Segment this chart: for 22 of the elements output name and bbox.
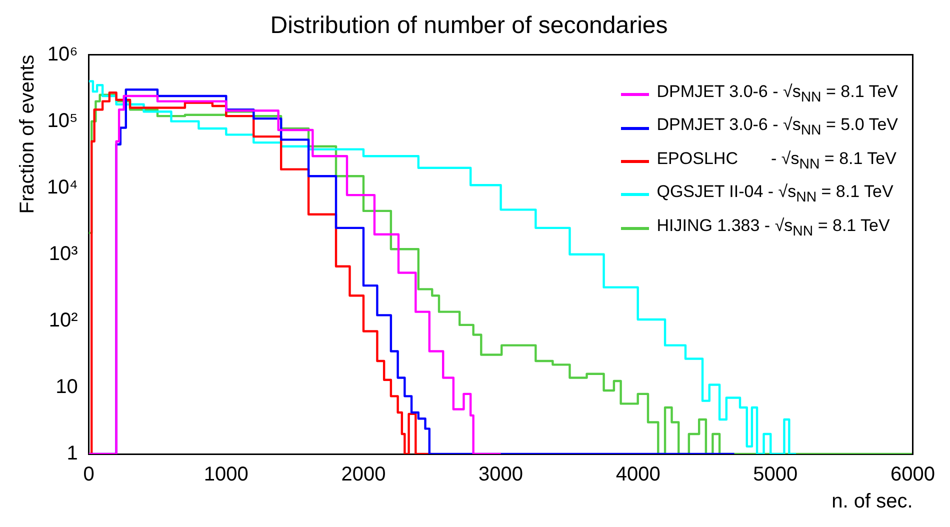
x-tick-label: 6000 [890, 464, 936, 486]
y-tick-label: 10² [48, 309, 78, 332]
y-tick-label: 10⁶ [47, 43, 78, 66]
x-tick-label: 4000 [616, 464, 660, 486]
y-tick-label: 10⁴ [46, 176, 78, 198]
legend-label: HIJING 1.383 - √s$_{NN}$ = 8.1 TeV [656, 214, 890, 241]
y-tick-label: 1 [66, 442, 78, 465]
x-tick-label: 5000 [753, 464, 798, 486]
x-tick-label: 3000 [478, 464, 524, 486]
y-tick-label: 10⁵ [47, 110, 78, 132]
x-tick-label: 0 [83, 464, 94, 486]
y-axis-title: Fraction of events [16, 54, 39, 214]
y-tick-label: 10³ [48, 242, 78, 265]
x-axis-title: n. of sec. [832, 490, 913, 513]
legend-label: DPMJET 3.0-6 - √s$_{NN}$ = 5.0 TeV [656, 114, 898, 141]
legend-label: EPOSLHC - √s$_{NN}$ = 8.1 TeV [656, 148, 896, 174]
legend-label: DPMJET 3.0-6 - √s$_{NN}$ = 8.1 TeV [656, 81, 898, 108]
y-tick-label: 10 [56, 376, 78, 398]
x-tick-label: 1000 [204, 464, 248, 486]
chart-title: Distribution of number of secondaries [270, 12, 668, 40]
legend-label: QGSJET II-04 - √s$_{NN}$ = 8.1 TeV [656, 181, 894, 208]
x-tick-label: 2000 [341, 464, 386, 486]
